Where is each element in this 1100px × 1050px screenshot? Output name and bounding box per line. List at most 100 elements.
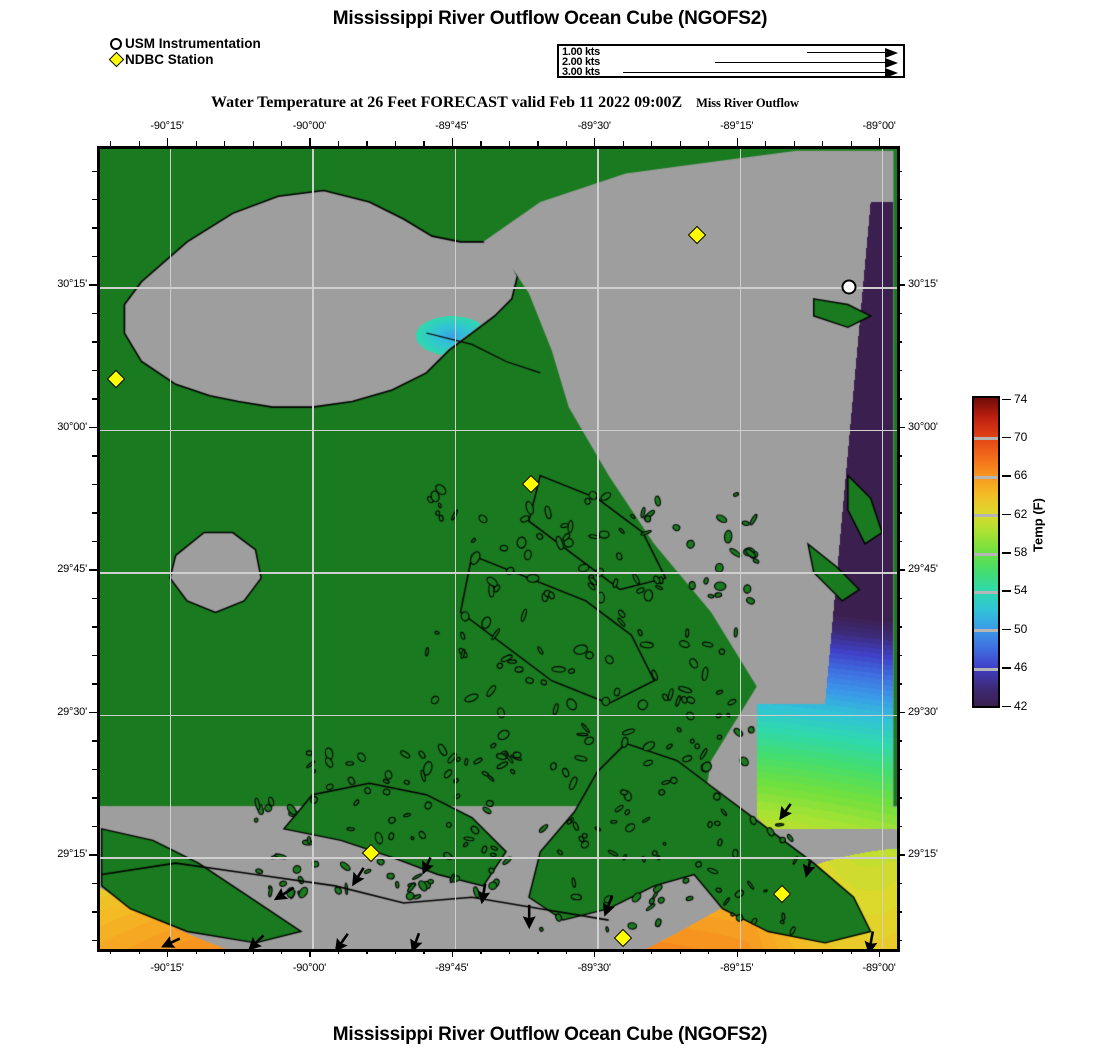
current-vector-arrow [327,928,355,949]
temperature-field-canvas [100,149,897,949]
legend-item-usm: USM Instrumentation [110,36,261,51]
colorbar-tick-label: 66 [1014,468,1028,483]
axis-label-lat-left: 30°00' [57,420,87,433]
axis-label-lat-right: 30°00' [908,420,938,433]
colorbar-tick [1002,705,1011,708]
axis-label-lat-left: 30°15' [57,278,87,291]
colorbar-tick-label: 62 [1014,506,1028,521]
colorbar-tick-label: 50 [1014,621,1028,636]
axis-label-lon-top: -89°45' [435,120,469,132]
colorbar-tick-label: 54 [1014,583,1028,598]
axis-label-lon-top: -90°15' [150,120,184,132]
colorbar-gradient [974,398,998,706]
legend-item-ndbc-label: NDBC Station [125,52,214,67]
velocity-arrow-shaft-3 [623,72,885,74]
current-vector-arrow [345,863,372,891]
axis-label-lat-right: 30°15' [908,278,938,291]
axis-tick-top [879,138,881,146]
graticule-meridian [739,149,742,949]
velocity-key-row-3: 3.00 kts [559,67,903,78]
axis-tick-left [89,284,97,286]
velocity-arrow-head-3 [885,68,898,78]
map-plot-area[interactable] [97,146,900,952]
axis-label-lon-top: -89°00' [862,120,896,132]
colorbar-separator [974,667,998,671]
subtitle-annotation: Miss River Outflow [696,96,799,110]
colorbar-separator [974,552,998,556]
axis-label-lat-left: 29°45' [57,563,87,576]
axis-label-lon-bottom: -90°00' [292,962,327,974]
axis-label-lon-bottom: -89°00' [862,962,896,974]
current-vector-arrow [596,892,621,919]
current-vector-arrow [473,883,494,907]
current-vector-arrow [241,929,269,949]
usm-instrumentation-site[interactable] [841,279,857,295]
colorbar-tick [1002,475,1011,477]
graticule-parallel [100,429,897,432]
axis-label-lat-left: 29°15' [57,848,87,861]
colorbar-separator [974,590,998,594]
colorbar-tick-label: 46 [1014,660,1028,675]
velocity-key-row-1: 1.00 kts [559,46,903,58]
legend-item-ndbc: NDBC Station [108,51,261,68]
colorbar-tick [1002,513,1011,516]
graticule-meridian [454,149,457,949]
forecast-subtitle-text: Water Temperature at 26 Feet FORECAST va… [211,94,683,111]
colorbar-tick-label: 70 [1014,429,1028,444]
forecast-subtitle: Water Temperature at 26 Feet FORECAST va… [0,94,1010,112]
current-vector-arrow [520,905,538,930]
graticule-meridian [170,149,172,949]
axis-tick-left [89,426,97,429]
axis-label-lat-right: 29°30' [908,705,938,718]
velocity-arrow-head-1 [885,48,898,58]
velocity-key-label-1: 1.00 kts [562,46,600,58]
colorbar-tick [1002,398,1011,401]
colorbar-tick [1002,628,1011,631]
axis-label-lat-right: 29°45' [908,563,938,576]
axis-tick-left [89,854,97,856]
velocity-key-label-2: 2.00 kts [562,56,600,68]
velocity-scale-key: 1.00 kts 2.00 kts 3.00 kts [557,44,905,78]
current-vector-arrow [403,930,427,949]
axis-label-lon-bottom: -89°15' [720,962,754,974]
graticule-meridian [882,149,884,949]
axis-label-lon-top: -90°00' [292,120,327,132]
colorbar-separator [974,437,998,441]
graticule-meridian [597,149,599,949]
colorbar-tick [1002,436,1011,439]
current-vector-arrow [157,930,183,949]
axis-label-lon-bottom: -89°30' [577,962,611,974]
axis-tick-top [167,138,169,146]
axis-tick-top [736,138,738,146]
colorbar-tick-label: 74 [1014,391,1028,406]
colorbar-tick-label: 58 [1014,545,1028,559]
axis-label-lat-right: 29°15' [908,848,938,861]
velocity-key-row-2: 2.00 kts [559,56,903,68]
footer-title: Mississippi River Outflow Ocean Cube (NG… [332,1024,768,1045]
graticule-parallel [100,857,897,859]
current-vector-arrow [860,930,882,949]
graticule-parallel [100,714,897,717]
legend-item-usm-label: USM Instrumentation [125,36,261,51]
current-vector-arrow [772,798,798,825]
colorbar-tick [1002,590,1011,592]
current-vector-arrow [414,854,438,879]
axis-label-lon-top: -89°15' [720,120,754,132]
colorbar-tick [1002,552,1011,554]
diamond-marker-icon [108,51,125,68]
colorbar-separator [974,475,998,479]
colorbar-tick-label: 42 [1014,698,1028,713]
colorbar-tick [1002,667,1011,669]
axis-tick-top [594,138,596,146]
colorbar-separator [974,514,998,518]
axis-tick-top [451,138,454,146]
graticule-parallel [100,287,897,289]
axis-tick-left [89,569,97,571]
colorbar-gradient-frame [972,396,1000,708]
axis-label-lon-top: -89°30' [577,120,611,132]
velocity-arrow-shaft-1 [807,52,885,54]
axis-label-lat-left: 29°30' [57,705,87,718]
graticule-meridian [312,149,314,949]
graticule-parallel [100,572,897,574]
current-vector-arrow [797,858,819,880]
